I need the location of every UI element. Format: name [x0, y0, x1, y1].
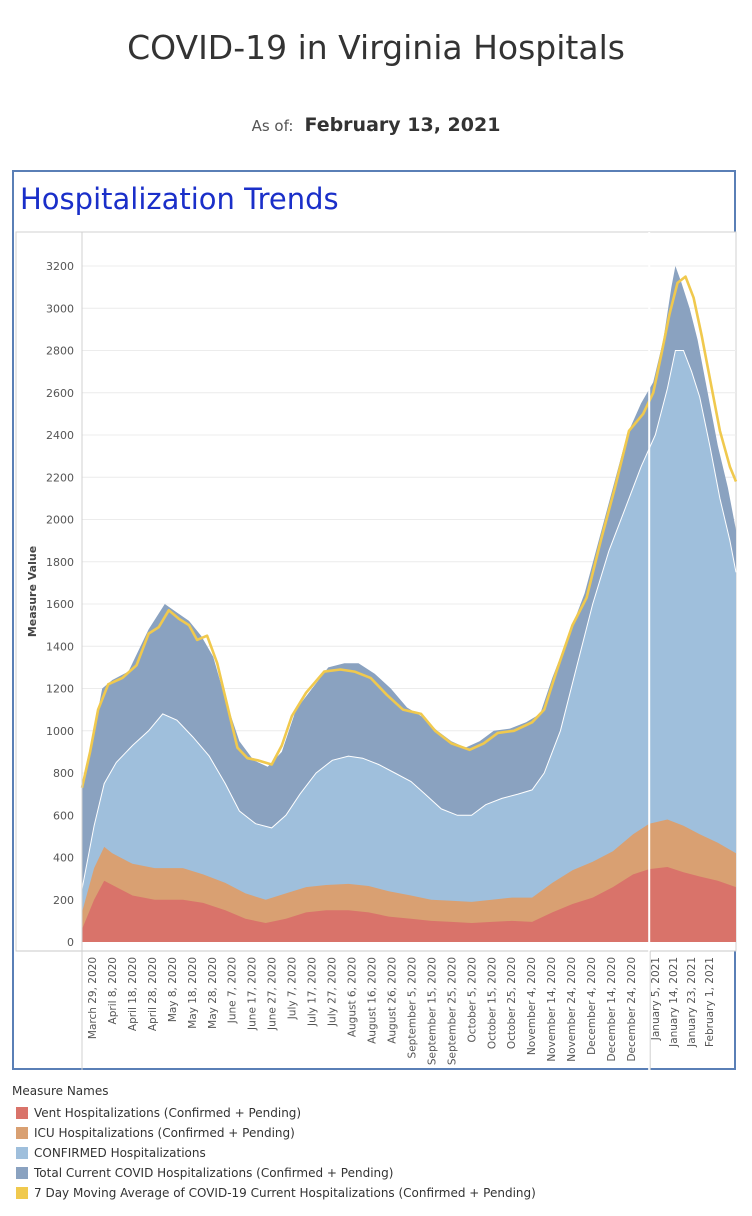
x-tick-label: December 4, 2020	[586, 957, 598, 1055]
y-tick-label: 1800	[46, 556, 74, 569]
legend: Measure Names Vent Hospitalizations (Con…	[12, 1084, 536, 1203]
x-tick-label: October 15, 2020	[486, 957, 498, 1049]
as-of-row: As of: February 13, 2021	[0, 114, 752, 136]
x-tick-label: April 18, 2020	[127, 957, 139, 1031]
x-tick-label: September 5, 2020	[406, 957, 418, 1058]
plot-area: 0 200 400 600 800 1000 1200 1400 1600 1800 2000 220…	[15, 231, 738, 1070]
y-tick-label: 2400	[46, 429, 74, 442]
x-tick-label: December 24, 2020	[626, 957, 638, 1062]
legend-label: 7 Day Moving Average of COVID-19 Current…	[34, 1186, 536, 1200]
x-tick-label: February 1, 2021	[704, 957, 716, 1047]
x-tick-label: December 14, 2020	[606, 957, 618, 1062]
y-tick-label: 800	[53, 767, 74, 780]
x-tick-label: April 28, 2020	[147, 957, 159, 1031]
x-tick-label: October 5, 2020	[466, 957, 478, 1042]
y-tick-label: 0	[67, 936, 74, 949]
x-tick-label: January 5, 2021	[650, 957, 662, 1041]
x-tick-label: August 6, 2020	[347, 957, 359, 1037]
legend-swatch	[16, 1147, 28, 1159]
legend-label: CONFIRMED Hospitalizations	[34, 1146, 206, 1160]
x-tick-label: March 29, 2020	[87, 957, 99, 1039]
y-tick-label: 1200	[46, 683, 74, 696]
x-tick-label: August 16, 2020	[367, 957, 379, 1044]
as-of-label: As of:	[251, 117, 294, 135]
x-tick-label: June 27, 2020	[267, 957, 279, 1031]
vent-hospitalizations-area	[82, 867, 736, 942]
legend-item: ICU Hospitalizations (Confirmed + Pendin…	[12, 1123, 536, 1143]
y-tick-label: 3000	[46, 302, 74, 315]
page-title: COVID-19 in Virginia Hospitals	[127, 28, 625, 67]
legend-swatch	[16, 1127, 28, 1139]
y-tick-label: 3200	[46, 260, 74, 273]
legend-item: Total Current COVID Hospitalizations (Co…	[12, 1163, 536, 1183]
x-tick-label: May 18, 2020	[187, 957, 199, 1029]
x-tick-label: July 17, 2020	[307, 957, 319, 1027]
y-tick-label: 600	[53, 809, 74, 822]
x-tick-label: October 25, 2020	[506, 957, 518, 1049]
y-tick-label: 2800	[46, 345, 74, 358]
x-tick-label: April 8, 2020	[107, 957, 119, 1024]
x-tick-label: May 8, 2020	[167, 957, 179, 1022]
legend-label: Vent Hospitalizations (Confirmed + Pendi…	[34, 1106, 302, 1120]
legend-swatch	[16, 1187, 28, 1199]
legend-label: ICU Hospitalizations (Confirmed + Pendin…	[34, 1126, 295, 1140]
confirmed-hospitalizations-area	[82, 350, 736, 942]
x-tick-label: September 15, 2020	[426, 957, 438, 1065]
moving-average-line	[80, 275, 738, 789]
x-tick-label: September 25, 2020	[446, 957, 458, 1065]
x-tick-label: November 24, 2020	[566, 957, 578, 1062]
y-tick-label: 200	[53, 894, 74, 907]
legend-item: CONFIRMED Hospitalizations	[12, 1143, 536, 1163]
y-tick-label: 2200	[46, 471, 74, 484]
y-axis-label: Measure Value	[26, 546, 39, 637]
confirmed-outline	[81, 350, 737, 890]
legend-title: Measure Names	[12, 1084, 109, 1098]
y-tick-label: 1400	[46, 640, 74, 653]
legend-swatch	[16, 1167, 28, 1179]
y-tick-label: 400	[53, 852, 74, 865]
y-tick-label: 1000	[46, 725, 74, 738]
legend-item: 7 Day Moving Average of COVID-19 Current…	[12, 1183, 536, 1203]
x-tick-label: July 7, 2020	[287, 957, 299, 1020]
hospitalization-trends-chart: 0 200 400 600 800 1000 1200 1400 1600 1800 2000 220…	[15, 231, 738, 1070]
x-tick-label: November 14, 2020	[546, 957, 558, 1062]
x-tick-label: August 26, 2020	[386, 957, 398, 1044]
x-tick-label: January 14, 2021	[668, 957, 680, 1048]
x-tick-label: November 4, 2020	[526, 957, 538, 1055]
section-title: Hospitalization Trends	[20, 182, 339, 216]
legend-label: Total Current COVID Hospitalizations (Co…	[34, 1166, 394, 1180]
x-tick-label: January 23, 2021	[686, 957, 698, 1048]
as-of-date: February 13, 2021	[304, 114, 501, 136]
y-tick-label: 2600	[46, 387, 74, 400]
x-tick-label: July 27, 2020	[327, 957, 339, 1027]
legend-swatch	[16, 1107, 28, 1119]
legend-item: Vent Hospitalizations (Confirmed + Pendi…	[12, 1103, 536, 1123]
y-tick-label: 2000	[46, 514, 74, 527]
y-tick-label: 1600	[46, 598, 74, 611]
x-tick-label: June 7, 2020	[227, 957, 239, 1024]
x-tick-label: May 28, 2020	[207, 957, 219, 1029]
x-tick-label: June 17, 2020	[247, 957, 259, 1031]
